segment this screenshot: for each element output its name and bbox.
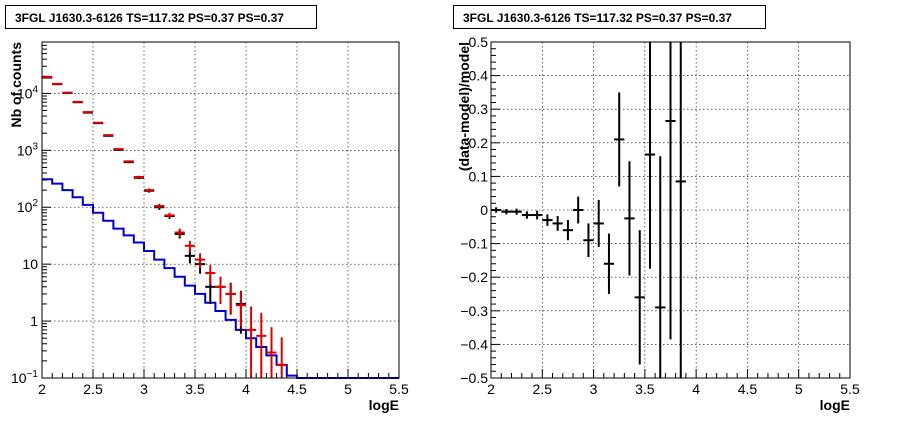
residual-point [562, 220, 574, 241]
residual-point [532, 210, 543, 220]
residuals-y-tick-label: 0 [480, 202, 488, 218]
residual-point [583, 223, 594, 258]
data-point-red [195, 253, 206, 269]
residual-point [675, 42, 686, 378]
counts-y-tick-label: 10−1 [11, 369, 38, 386]
counts-x-tick-label: 5 [344, 381, 352, 397]
data-point-red [113, 148, 124, 151]
residual-point [542, 214, 553, 226]
data-point-red [93, 121, 104, 124]
counts-plot-frame [41, 41, 400, 379]
data-point-red [246, 306, 257, 378]
data-point-red [215, 276, 226, 304]
data-point-red [184, 240, 195, 252]
data-point-red [276, 337, 287, 378]
residuals-y-tick-label: 0.3 [469, 101, 489, 117]
counts-y-axis-label: Nb of counts [8, 42, 24, 128]
data-point-red [256, 312, 267, 378]
data-point-red [174, 228, 185, 238]
residual-point [552, 216, 563, 231]
right-chart-title: 3FGL J1630.3-6126 TS=117.32 PS=0.37 PS=0… [453, 5, 766, 29]
residuals-y-axis-label: (data-model)/model [456, 42, 472, 171]
residuals-y-tick-label: 0.5 [469, 34, 489, 50]
residuals-x-tick-label: 2 [487, 381, 495, 397]
residual-point [501, 208, 512, 215]
data-point-red [103, 134, 114, 137]
residual-point [491, 207, 502, 213]
residuals-x-tick-label: 4.5 [738, 381, 758, 397]
data-point-red [72, 100, 83, 103]
residuals-plot-frame [490, 41, 851, 379]
residuals-y-tick-label: −0.1 [460, 236, 488, 252]
counts-y-tick-label: 1 [30, 313, 38, 329]
residuals-x-tick-label: 3.5 [635, 381, 655, 397]
data-point-red [154, 203, 165, 209]
counts-y-tick-label: 102 [17, 198, 39, 215]
residuals-y-tick-label: −0.5 [460, 370, 488, 386]
data-point-red [266, 327, 277, 378]
data-point-red [144, 188, 155, 192]
residuals-y-tick-label: −0.2 [460, 269, 488, 285]
residual-point [521, 211, 533, 219]
counts-x-tick-label: 3 [140, 381, 148, 397]
data-point-red [205, 265, 216, 285]
counts-x-tick-label: 4.5 [287, 381, 307, 397]
counts-y-tick-label: 10 [22, 256, 38, 272]
counts-x-tick-label: 4 [242, 381, 250, 397]
counts-x-tick-label: 2 [38, 381, 46, 397]
residuals-y-tick-label: 0.2 [469, 135, 489, 151]
data-point-black [184, 250, 195, 264]
residual-point [593, 199, 604, 247]
data-point-red [225, 282, 236, 315]
residuals-y-tick-label: 0.1 [469, 168, 489, 184]
residuals-y-tick-label: 0.4 [469, 68, 489, 84]
residuals-x-tick-label: 4 [692, 381, 700, 397]
residual-point [644, 42, 656, 269]
data-point-red [133, 175, 144, 179]
residual-point [603, 233, 615, 294]
residual-point [573, 196, 584, 224]
data-point-red [123, 160, 134, 163]
residuals-x-axis-label: logE [820, 397, 850, 413]
residuals-chart: 2 2.5 3 3.5 4 4.5 5 5.5 −0.5 −0.4 −0.3 −0.2 −0.1 0 0.1… [456, 34, 860, 413]
residual-point [665, 42, 676, 340]
residuals-y-tick-label: −0.3 [460, 303, 488, 319]
counts-y-tick-label: 103 [17, 141, 39, 158]
counts-x-tick-label: 2.5 [83, 381, 103, 397]
counts-plot-area [42, 42, 399, 378]
counts-x-tick-label: 3.5 [185, 381, 205, 397]
residuals-x-tick-label: 5 [795, 381, 803, 397]
residual-point [634, 230, 645, 365]
counts-x-axis-label: logE [369, 397, 399, 413]
data-point-red [82, 111, 93, 114]
residuals-x-tick-label: 3 [590, 381, 598, 397]
residuals-y-tick-label: −0.4 [460, 336, 488, 352]
residuals-x-tick-label: 2.5 [533, 381, 553, 397]
counts-x-tick-label: 5.5 [389, 381, 409, 397]
residual-point [655, 156, 666, 378]
residual-point [614, 92, 625, 187]
residuals-x-tick-label: 5.5 [840, 381, 860, 397]
residual-point [511, 208, 522, 215]
data-point-red [235, 291, 246, 327]
data-point-red [164, 212, 175, 219]
left-chart-title: 3FGL J1630.3-6126 TS=117.32 PS=0.37 PS=0… [5, 5, 317, 29]
residual-point [624, 161, 635, 276]
